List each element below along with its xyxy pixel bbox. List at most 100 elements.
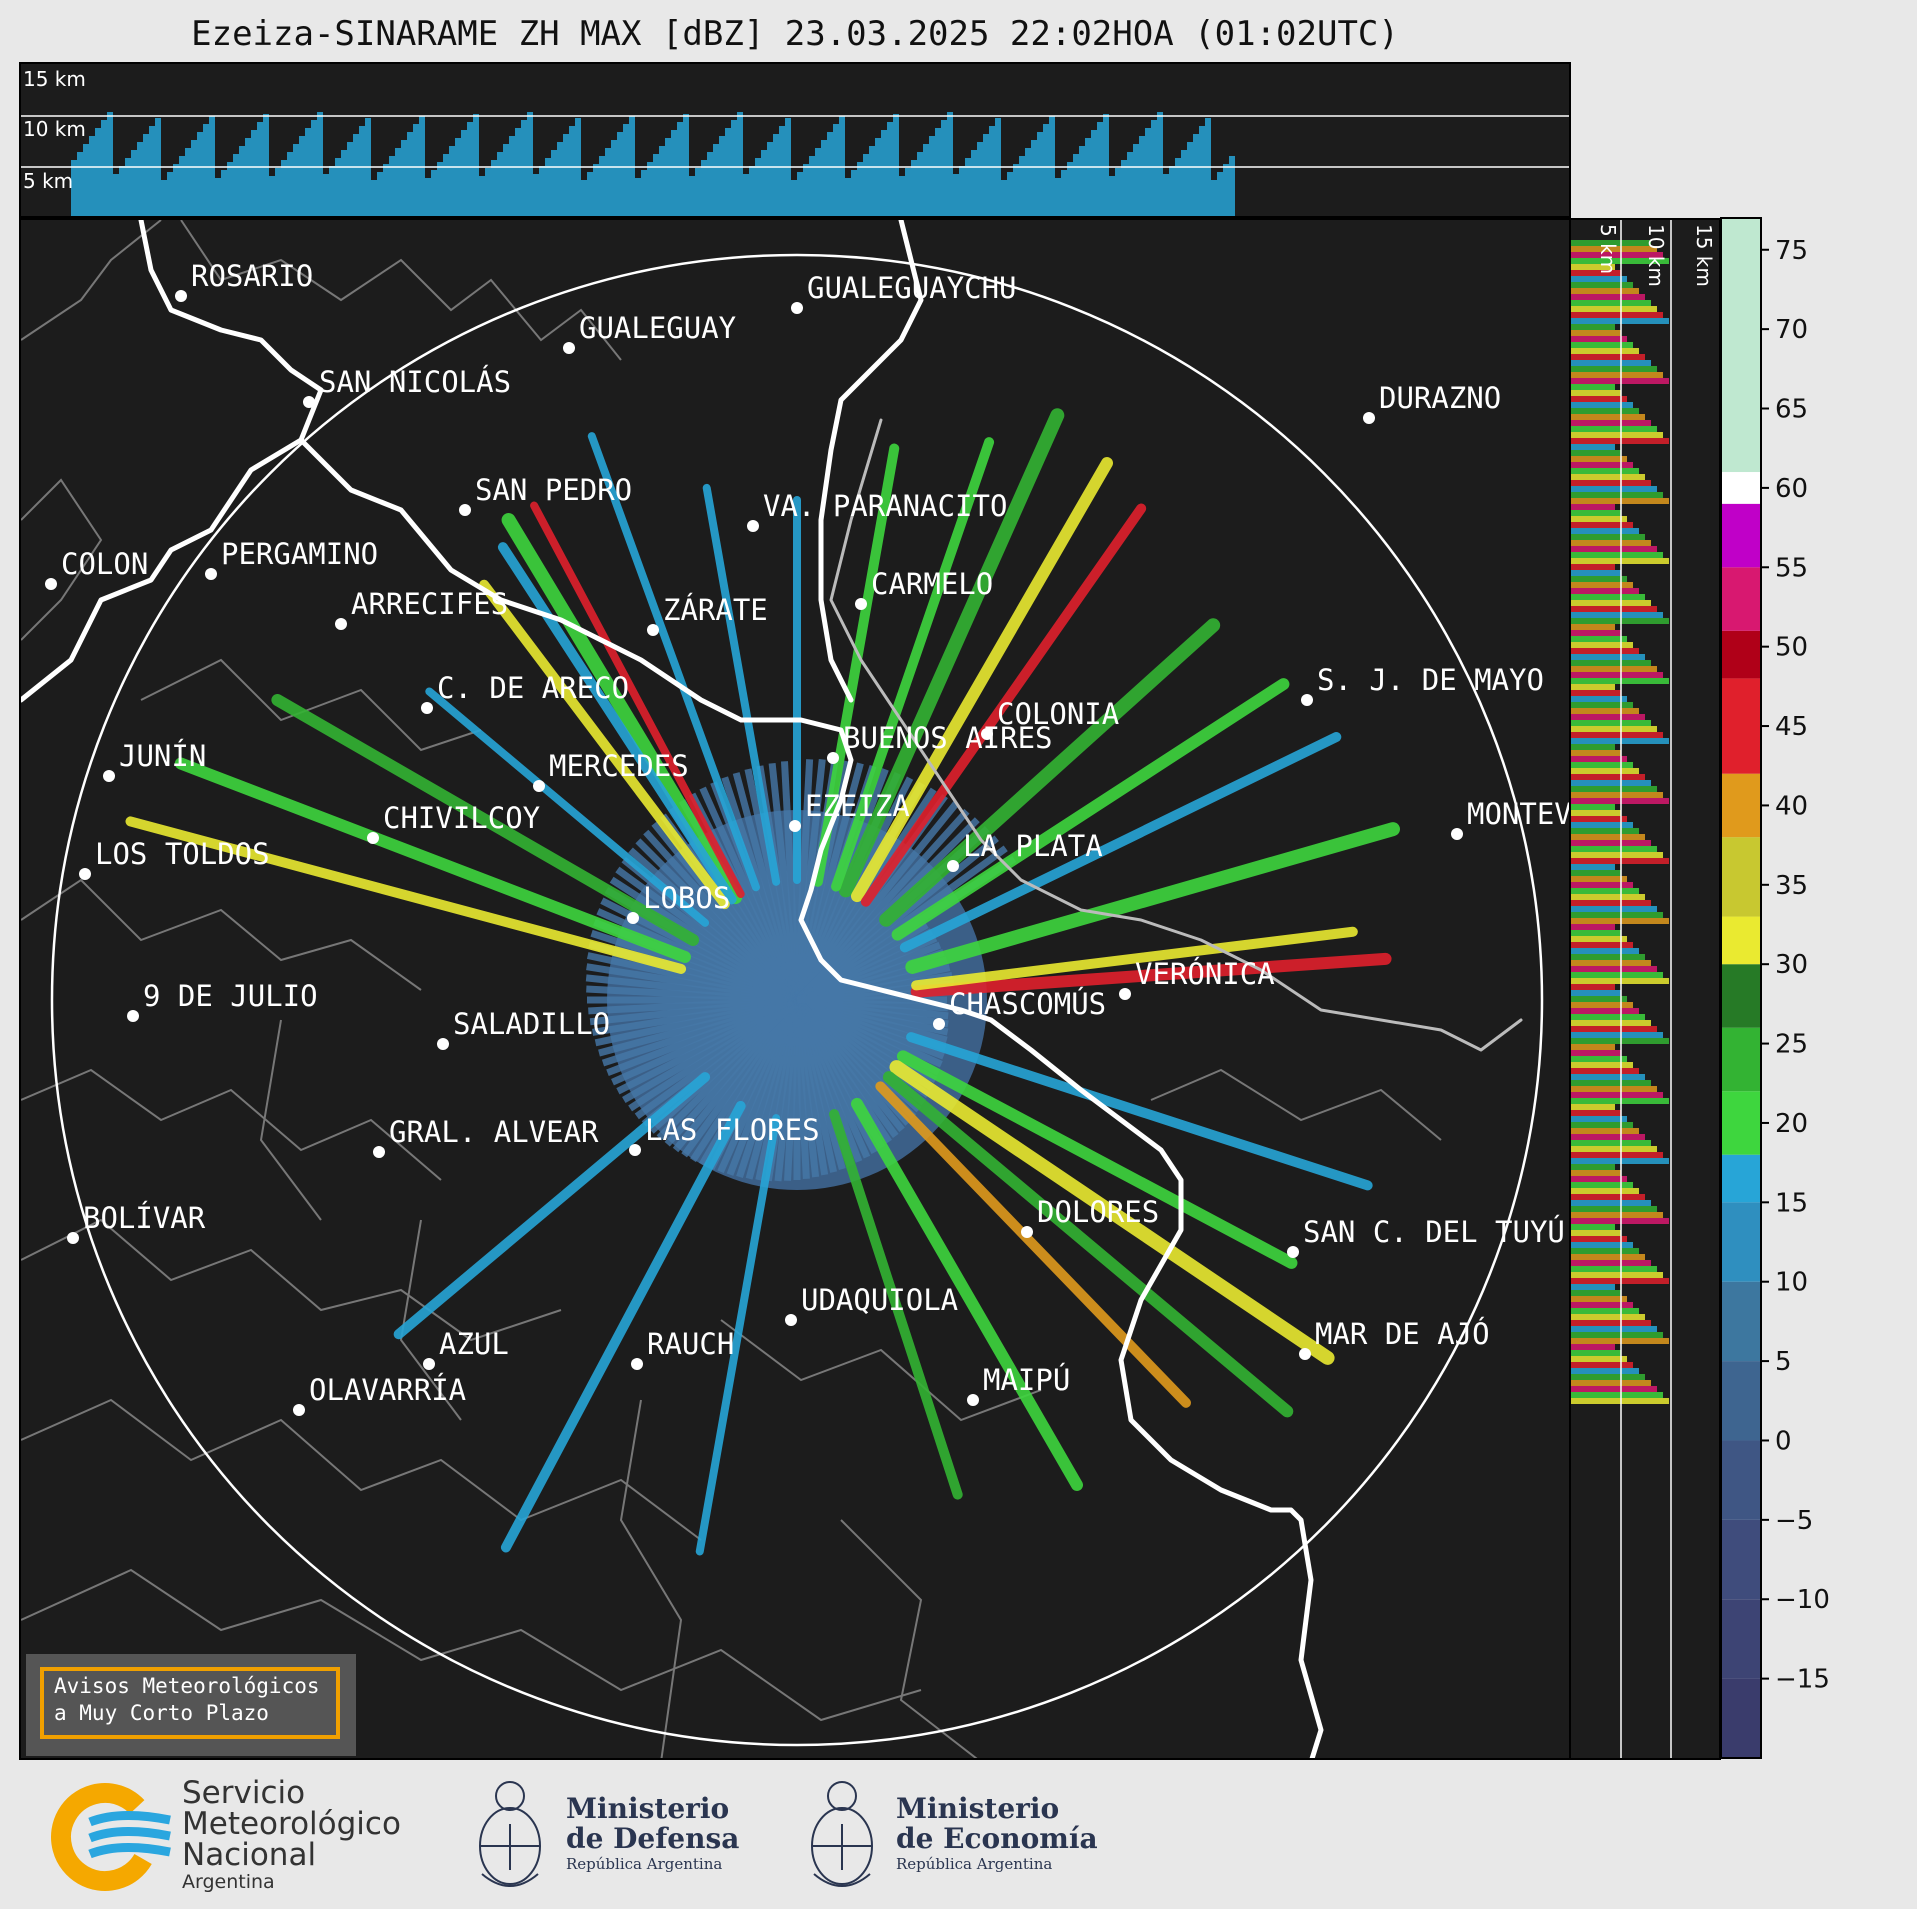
profile-column bbox=[1187, 142, 1193, 216]
colorbar-tick-label: −15 bbox=[1775, 1665, 1830, 1695]
city-marker-icon bbox=[67, 1232, 79, 1244]
echo-ray bbox=[879, 618, 1221, 927]
profile-row bbox=[1571, 996, 1627, 1002]
echo-ray bbox=[910, 952, 1392, 998]
profile-column bbox=[815, 148, 821, 216]
profile-column bbox=[185, 148, 191, 216]
profile-row bbox=[1571, 1194, 1645, 1200]
profile-row bbox=[1571, 480, 1651, 486]
city-marker-icon bbox=[437, 1038, 449, 1050]
profile-row bbox=[1571, 1236, 1627, 1242]
echo-ray bbox=[812, 443, 900, 887]
city-label: CARMELO bbox=[871, 567, 993, 601]
profile-row bbox=[1571, 474, 1645, 480]
profile-row bbox=[1571, 1290, 1621, 1296]
colorbar-band bbox=[1721, 1519, 1761, 1600]
profile-column bbox=[1013, 164, 1019, 216]
profile-row bbox=[1571, 1314, 1645, 1320]
profile-row bbox=[1571, 546, 1657, 552]
profile-row bbox=[1571, 540, 1651, 546]
profile-column bbox=[659, 146, 665, 216]
profile-column bbox=[1175, 158, 1181, 216]
city-label: ZÁRATE bbox=[663, 593, 768, 627]
city-label: S. J. DE MAYO bbox=[1317, 663, 1544, 697]
profile-row bbox=[1571, 708, 1639, 714]
profile-row bbox=[1571, 312, 1663, 318]
city-marker-icon bbox=[967, 1394, 979, 1406]
city-label: MAR DE AJÓ bbox=[1315, 1317, 1490, 1351]
profile-row bbox=[1571, 1038, 1669, 1044]
profile-row bbox=[1571, 246, 1657, 252]
city-marker-icon bbox=[789, 820, 801, 832]
echo-ray bbox=[501, 512, 743, 905]
profile-column bbox=[965, 158, 971, 216]
profile-row bbox=[1571, 900, 1651, 906]
colorbar-tick-label: −5 bbox=[1775, 1506, 1813, 1536]
profile-column bbox=[503, 144, 509, 216]
profile-row bbox=[1571, 354, 1645, 360]
profile-column bbox=[1121, 160, 1127, 216]
city-marker-icon bbox=[79, 868, 91, 880]
alert-box-frame[interactable]: Avisos Meteorológicos a Muy Corto Plazo bbox=[40, 1667, 340, 1739]
colorbar-tick-label: 10 bbox=[1775, 1268, 1808, 1298]
city-label: AZUL bbox=[439, 1327, 509, 1361]
profile-column bbox=[767, 142, 773, 216]
colorbar-tick-label: 65 bbox=[1775, 395, 1808, 425]
colorbar-band bbox=[1721, 1202, 1761, 1282]
profile-row bbox=[1571, 1386, 1657, 1392]
profile-row bbox=[1571, 1224, 1615, 1230]
profile-column bbox=[119, 166, 125, 216]
city-label: VERÓNICA bbox=[1135, 957, 1275, 991]
profile-column bbox=[329, 166, 335, 216]
profile-column bbox=[1019, 156, 1025, 216]
profile-column bbox=[851, 170, 857, 216]
profile-column bbox=[383, 164, 389, 216]
profile-row bbox=[1571, 1200, 1651, 1206]
profile-row bbox=[1571, 558, 1669, 564]
profile-row bbox=[1571, 1080, 1651, 1086]
profile-column bbox=[89, 136, 95, 216]
profile-row bbox=[1571, 498, 1669, 504]
smn-name: Servicio Meteorológico Nacional Argentin… bbox=[182, 1778, 401, 1894]
profile-column bbox=[779, 126, 785, 216]
profile-column bbox=[317, 112, 323, 216]
city-marker-icon bbox=[747, 520, 759, 532]
colorbar-bands bbox=[1721, 218, 1761, 1758]
profile-column bbox=[113, 174, 119, 216]
alert-box[interactable]: Avisos Meteorológicos a Muy Corto Plazo bbox=[26, 1654, 356, 1756]
boundary-line bbox=[399, 1219, 462, 1421]
profile-row bbox=[1571, 288, 1639, 294]
uruguay-coast bbox=[829, 418, 1523, 1052]
profile-row bbox=[1571, 672, 1663, 678]
profile-column bbox=[923, 144, 929, 216]
profile-column bbox=[173, 164, 179, 216]
profile-row bbox=[1571, 762, 1633, 768]
profile-row bbox=[1571, 1380, 1651, 1386]
profile-row bbox=[1571, 1164, 1615, 1170]
city-marker-icon bbox=[423, 1358, 435, 1370]
echo-ray bbox=[829, 1109, 963, 1500]
profile-row bbox=[1571, 252, 1663, 258]
city-label: BOLÍVAR bbox=[83, 1201, 206, 1235]
profile-row bbox=[1571, 1086, 1657, 1092]
profile-column bbox=[281, 160, 287, 216]
profile-column bbox=[1193, 134, 1199, 216]
city-label: ROSARIO bbox=[191, 259, 313, 293]
economia-text: Ministerio de Economía República Argenti… bbox=[896, 1794, 1098, 1874]
profile-row bbox=[1571, 1206, 1657, 1212]
profile-column bbox=[839, 116, 845, 216]
colorbar-tick-label: 70 bbox=[1775, 315, 1808, 345]
side-cross-section: 5 km 10 km 15 km bbox=[1569, 218, 1721, 1760]
city-marker-icon bbox=[303, 396, 315, 408]
profile-row bbox=[1571, 594, 1645, 600]
city-marker-icon bbox=[1287, 1246, 1299, 1258]
boundary-line bbox=[619, 1399, 683, 1758]
profile-row bbox=[1571, 1362, 1633, 1368]
parana-delta bbox=[298, 437, 854, 963]
profile-row bbox=[1571, 1212, 1663, 1218]
city-marker-icon bbox=[373, 1146, 385, 1158]
profile-row bbox=[1571, 318, 1669, 324]
profile-column bbox=[749, 166, 755, 216]
profile-row bbox=[1571, 774, 1645, 780]
